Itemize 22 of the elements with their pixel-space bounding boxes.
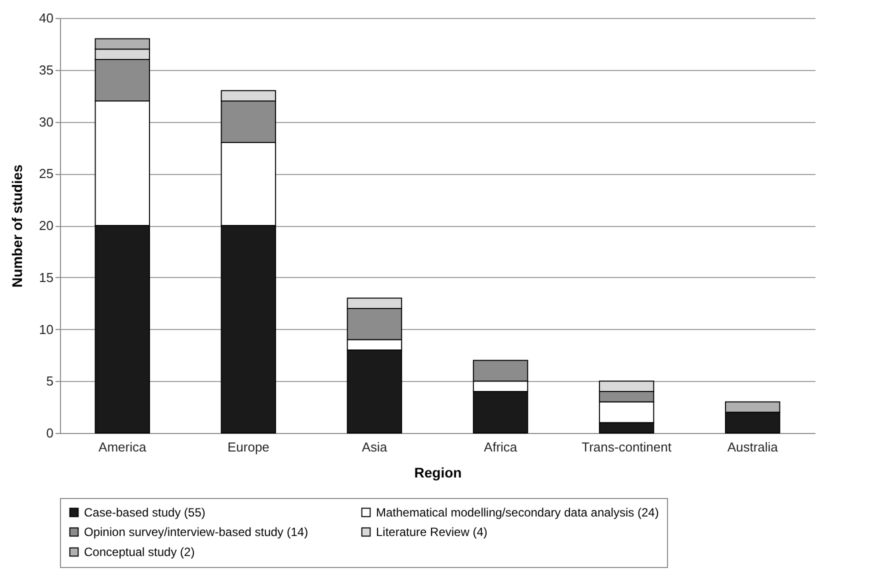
- x-tick-label: America: [98, 440, 147, 454]
- y-tick-label: 10: [39, 322, 54, 337]
- y-tick-label: 35: [39, 62, 54, 78]
- legend-label: Mathematical modelling/secondary data analysis (24): [376, 505, 659, 520]
- legend-label: Case-based study (55): [84, 505, 206, 520]
- y-tick-label: 0: [46, 426, 54, 440]
- x-tick-label: Europe: [227, 440, 270, 454]
- y-axis-title: Number of studies: [9, 164, 26, 288]
- y-tick-label: 40: [39, 10, 54, 26]
- y-tick-label: 5: [46, 374, 54, 389]
- legend-label: Conceptual study (2): [84, 545, 195, 559]
- legend-label: Literature Review (4): [376, 525, 488, 539]
- x-tick-label: Asia: [362, 440, 388, 454]
- legend-label: Opinion survey/interview-based study (14): [84, 525, 308, 539]
- y-tick-label: 25: [39, 166, 54, 182]
- y-tick-label: 15: [39, 270, 54, 285]
- x-axis-title: Region: [414, 464, 462, 480]
- x-tick-label: Africa: [484, 440, 518, 454]
- y-tick-label: 30: [39, 114, 54, 130]
- y-tick-label: 20: [39, 218, 54, 233]
- x-tick-label: Trans-continent: [582, 440, 672, 454]
- x-tick-label: Australia: [727, 440, 779, 454]
